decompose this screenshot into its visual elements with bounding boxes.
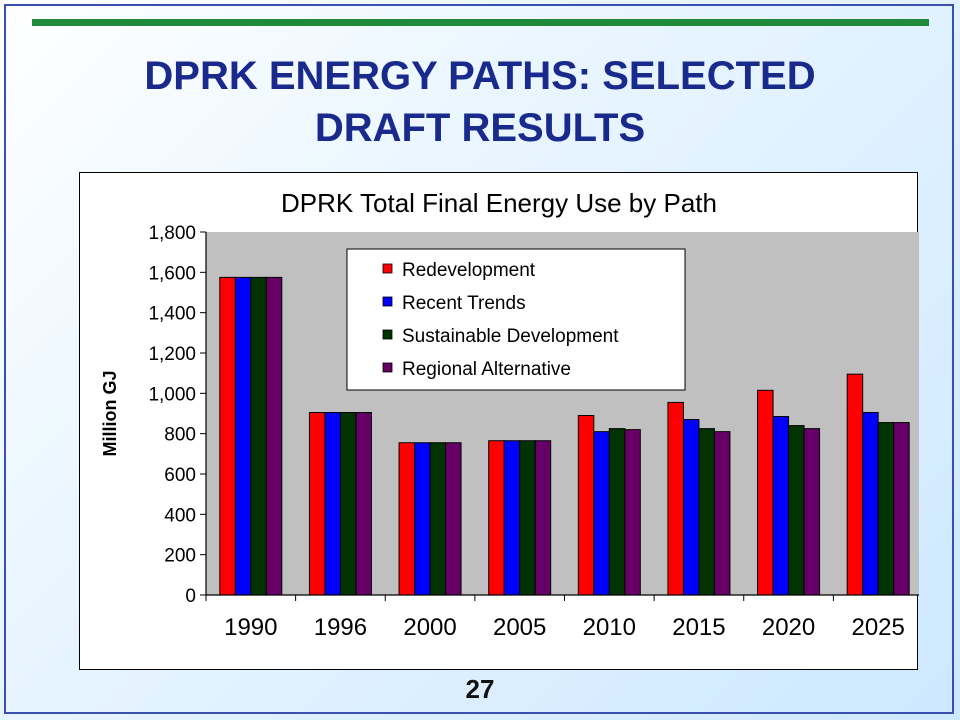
legend-swatch (382, 362, 393, 373)
bar (355, 411, 372, 596)
bar (250, 276, 267, 596)
bar (682, 419, 700, 596)
slide-frame (4, 4, 954, 714)
bar (519, 440, 536, 596)
bar (772, 416, 790, 596)
bar (429, 442, 447, 596)
bar (788, 425, 805, 596)
y-tick-label: 1,400 (148, 304, 196, 325)
x-tick-label: 2000 (403, 614, 456, 641)
y-tick-label: 600 (164, 465, 196, 486)
x-tick-label: 1990 (224, 614, 277, 641)
bar (877, 422, 895, 596)
bar (219, 276, 236, 596)
y-tick-label: 1,000 (148, 384, 196, 405)
x-tick-label: 2015 (672, 614, 725, 641)
legend-label: Regional Alternative (402, 359, 571, 380)
legend-swatch (382, 329, 393, 340)
bar (608, 428, 626, 596)
bar (803, 428, 821, 596)
page-number: 27 (465, 674, 495, 704)
bar (713, 431, 731, 596)
energy-use-bar-chart: DPRK Total Final Energy Use by Path 0 200 4… (100, 188, 919, 641)
y-tick-label: 800 (164, 425, 196, 446)
bar (624, 429, 641, 596)
y-tick-label: 400 (164, 505, 196, 526)
legend-label: Recent Trends (402, 293, 526, 314)
bar (308, 411, 326, 596)
bar (846, 373, 864, 596)
y-tick-label: 200 (164, 546, 196, 567)
legend-label: Redevelopment (402, 260, 536, 281)
legend-box (346, 248, 686, 391)
bar (234, 276, 252, 596)
chart-container: DPRK Total Final Energy Use by Path 0 200 4… (79, 172, 919, 670)
x-tick-label: 2005 (493, 614, 546, 641)
slide-title: DPRK ENERGY PATHS: SELECTED DRAFT RESULT… (0, 50, 960, 154)
x-tick-label: 1996 (314, 614, 367, 641)
bar (698, 428, 715, 596)
y-tick-label: 0 (185, 586, 196, 607)
slide-title-line-2: DRAFT RESULTS (314, 106, 646, 150)
bar (593, 431, 610, 596)
bar (398, 442, 416, 596)
bar (265, 276, 283, 596)
bar (488, 440, 505, 596)
x-tick-label: 2025 (851, 614, 904, 641)
bar (667, 401, 684, 596)
bar (577, 415, 595, 596)
bar (757, 389, 774, 596)
bar (324, 411, 341, 596)
bar (534, 440, 552, 596)
chart-title: DPRK Total Final Energy Use by Path (281, 188, 717, 218)
y-axis-title: Million GJ (100, 370, 120, 456)
bar (339, 411, 357, 596)
y-tick-label: 1,800 (148, 223, 196, 244)
slide-title-line-1: DPRK ENERGY PATHS: SELECTED (144, 54, 816, 98)
bar (445, 442, 462, 596)
legend-swatch (382, 263, 393, 274)
legend-swatch (382, 296, 393, 307)
legend-label: Sustainable Development (402, 326, 619, 347)
y-tick-label: 1,200 (148, 344, 196, 365)
x-tick-label: 2010 (583, 614, 636, 641)
bar (862, 411, 879, 596)
title-accent-rule (32, 19, 929, 26)
y-tick-label: 1,600 (148, 263, 196, 284)
bar (414, 442, 431, 596)
x-tick-label: 2020 (762, 614, 815, 641)
bar (503, 440, 521, 596)
bar (893, 422, 910, 596)
